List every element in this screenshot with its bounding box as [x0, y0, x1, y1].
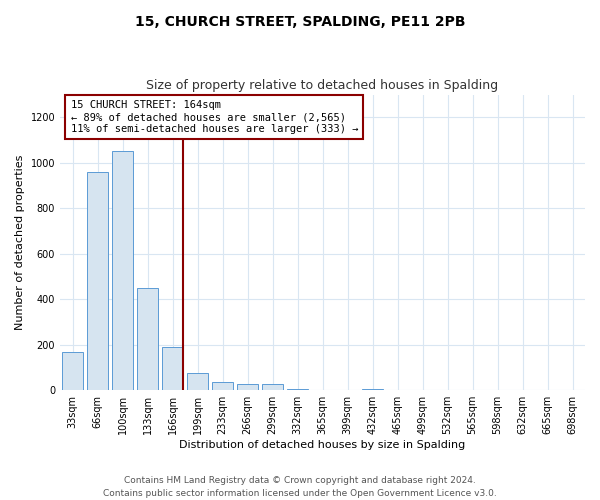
Bar — [262, 384, 283, 390]
Text: Contains HM Land Registry data © Crown copyright and database right 2024.
Contai: Contains HM Land Registry data © Crown c… — [103, 476, 497, 498]
Text: 15, CHURCH STREET, SPALDING, PE11 2PB: 15, CHURCH STREET, SPALDING, PE11 2PB — [135, 15, 465, 29]
Bar — [112, 152, 133, 390]
Bar — [187, 373, 208, 390]
Bar — [287, 389, 308, 390]
X-axis label: Distribution of detached houses by size in Spalding: Distribution of detached houses by size … — [179, 440, 466, 450]
Y-axis label: Number of detached properties: Number of detached properties — [15, 154, 25, 330]
Title: Size of property relative to detached houses in Spalding: Size of property relative to detached ho… — [146, 79, 499, 92]
Bar — [237, 384, 258, 390]
Text: 15 CHURCH STREET: 164sqm
← 89% of detached houses are smaller (2,565)
11% of sem: 15 CHURCH STREET: 164sqm ← 89% of detach… — [71, 100, 358, 134]
Bar — [87, 172, 108, 390]
Bar — [62, 352, 83, 390]
Bar — [212, 382, 233, 390]
Bar — [162, 347, 183, 390]
Bar — [137, 288, 158, 390]
